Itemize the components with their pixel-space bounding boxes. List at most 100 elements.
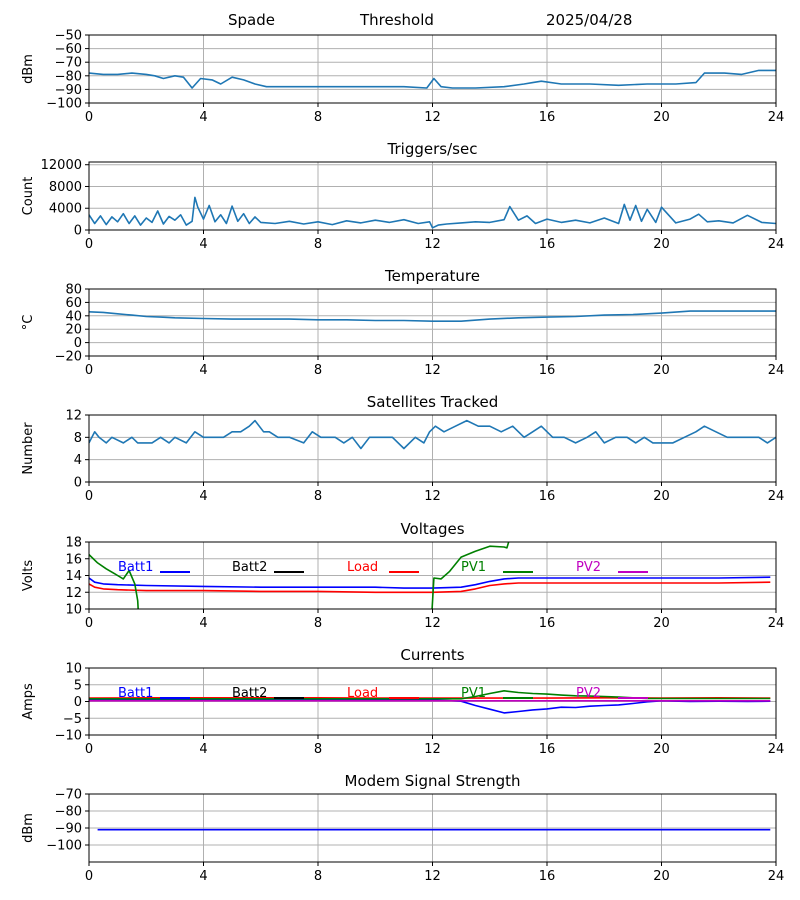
y-tick-label: −80 [55,69,82,84]
x-tick-label: 20 [653,616,670,631]
series-line-pv1 [89,689,771,700]
series-line-batt1 [89,576,771,589]
y-axis-label: Volts [21,560,36,592]
y-tick-label: −70 [55,788,82,803]
y-tick-label: 10 [65,603,82,618]
y-tick-label: −90 [55,822,82,837]
legend-label-batt2: Batt2 [232,560,267,575]
y-tick-label: −100 [46,97,82,112]
y-tick-label: −70 [55,56,82,71]
x-tick-label: 24 [768,237,785,252]
panel-title: Voltages [400,520,464,538]
y-axis-label: Count [21,177,36,216]
x-tick-label: 16 [539,237,556,252]
y-tick-label: 0 [74,224,82,239]
x-tick-label: 12 [424,110,441,125]
y-axis-label: Amps [21,683,36,720]
y-tick-label: 4 [74,453,82,468]
y-tick-label: 16 [65,552,82,567]
series-line-0 [89,419,776,450]
y-tick-label: −10 [55,729,82,744]
y-tick-label: 14 [65,569,82,584]
legend-label-pv1: PV1 [461,560,486,575]
x-tick-label: 20 [653,869,670,884]
x-tick-label: 0 [85,110,93,125]
panel-title: Currents [400,646,464,664]
series-line-0 [89,310,776,323]
x-tick-label: 0 [85,489,93,504]
y-tick-label: −5 [63,712,82,727]
x-tick-label: 8 [314,489,322,504]
y-axis-label: Number [21,422,36,475]
y-tick-label: 4000 [49,202,82,217]
y-axis-label: dBm [21,54,36,84]
y-tick-label: 0 [74,476,82,491]
panel-title: Satellites Tracked [367,393,498,411]
x-tick-label: 16 [539,616,556,631]
series-line-0 [89,69,776,89]
y-tick-label: 0 [74,695,82,710]
x-tick-label: 12 [424,616,441,631]
x-tick-label: 12 [424,489,441,504]
legend-label-pv2: PV2 [576,686,601,701]
x-tick-label: 24 [768,742,785,757]
x-tick-label: 20 [653,363,670,378]
x-tick-label: 12 [424,742,441,757]
series-line-pv1 [89,542,510,609]
x-tick-label: 0 [85,869,93,884]
panel-satellites: 0 4 8 12 16 20 24 0 4 8 12 Satellites Tracked Number [21,393,784,504]
x-tick-label: 24 [768,489,785,504]
x-tick-label: 24 [768,110,785,125]
y-axis-label: °C [21,315,36,331]
series-line-batt1 [89,699,771,714]
x-tick-label: 4 [199,869,207,884]
x-tick-label: 20 [653,489,670,504]
legend-label-pv2: PV2 [576,560,601,575]
x-tick-label: 0 [85,363,93,378]
y-tick-label: 12 [65,586,82,601]
y-tick-label: 80 [65,283,82,298]
x-tick-label: 16 [539,742,556,757]
y-tick-label: 12000 [41,158,82,173]
panel-modem: 0 4 8 12 16 20 24 −100 −90 −80 −70 Modem Signal Str… [21,772,784,884]
x-tick-label: 16 [539,363,556,378]
x-tick-label: 24 [768,363,785,378]
x-tick-label: 4 [199,489,207,504]
y-tick-label: 0 [74,336,82,351]
series-line-0 [89,196,776,229]
x-tick-label: 8 [314,742,322,757]
x-tick-label: 8 [314,363,322,378]
y-tick-label: 8 [74,431,82,446]
x-tick-label: 4 [199,742,207,757]
panel-triggers: 0 4 8 12 16 20 24 0 4000 8000 12000 Triggers/sec Cou… [21,140,784,252]
x-tick-label: 8 [314,869,322,884]
x-tick-label: 4 [199,237,207,252]
y-tick-label: −80 [55,805,82,820]
x-tick-label: 24 [768,616,785,631]
header-site: Spade [228,11,275,29]
x-tick-label: 8 [314,616,322,631]
y-tick-label: 20 [65,323,82,338]
x-tick-label: 8 [314,110,322,125]
y-tick-label: 60 [65,296,82,311]
y-tick-label: −20 [55,350,82,365]
x-tick-label: 20 [653,110,670,125]
series-line-load [89,581,771,594]
y-tick-label: 8000 [49,180,82,195]
y-tick-label: −50 [55,29,82,44]
x-tick-label: 16 [539,110,556,125]
x-tick-label: 20 [653,237,670,252]
y-tick-label: 5 [74,678,82,693]
legend-label-pv1: PV1 [461,686,486,701]
y-tick-label: 18 [65,536,82,551]
x-tick-label: 4 [199,616,207,631]
x-tick-label: 16 [539,489,556,504]
legend-label-batt1: Batt1 [118,560,153,575]
panel-title: Triggers/sec [387,140,478,158]
y-tick-label: −60 [55,42,82,57]
x-tick-label: 12 [424,237,441,252]
x-tick-label: 0 [85,237,93,252]
